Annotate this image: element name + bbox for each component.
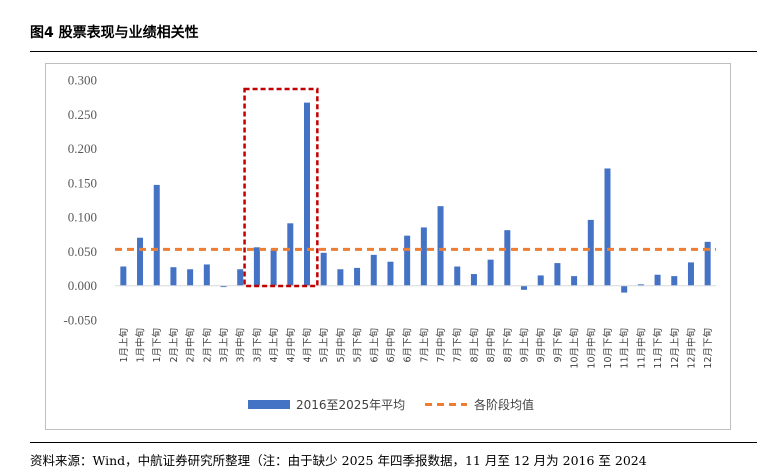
y-tick-label: 0.150 bbox=[68, 175, 97, 190]
x-tick-label: 3月下旬 bbox=[251, 328, 263, 363]
bar bbox=[270, 249, 277, 286]
x-tick-label: 4月下旬 bbox=[301, 328, 313, 363]
x-tick-label: 2月上旬 bbox=[168, 328, 180, 363]
x-tick-label: 6月中旬 bbox=[385, 328, 397, 363]
x-tick-label: 1月上旬 bbox=[118, 328, 130, 363]
x-tick-label: 7月上旬 bbox=[418, 328, 430, 363]
x-tick-label: 7月下旬 bbox=[452, 328, 464, 363]
bar bbox=[120, 266, 127, 286]
bar bbox=[303, 102, 310, 286]
x-axis-labels: 1月上旬 1月中旬 1月下旬 2月上旬 2月中旬 2月下旬 3月上旬 3月中旬 3月下旬 4月上旬… bbox=[118, 328, 714, 369]
x-tick-label: 4月中旬 bbox=[285, 328, 297, 363]
bar bbox=[287, 223, 294, 286]
x-tick-label: 12月下旬 bbox=[702, 328, 714, 369]
bar bbox=[404, 235, 411, 286]
x-tick-label: 10月下旬 bbox=[602, 328, 614, 369]
legend: 2016至2025年平均 各阶段均值 bbox=[248, 397, 534, 412]
bar bbox=[504, 230, 511, 286]
x-tick-label: 8月上旬 bbox=[468, 328, 480, 363]
bar bbox=[637, 284, 644, 286]
highlight-box bbox=[243, 87, 319, 288]
bar bbox=[671, 276, 678, 286]
y-tick-label: 0.200 bbox=[68, 141, 97, 156]
y-tick-label: 0.250 bbox=[68, 107, 97, 122]
x-tick-label: 8月下旬 bbox=[502, 328, 514, 363]
bar bbox=[187, 269, 194, 286]
bar bbox=[454, 266, 461, 286]
y-tick-label: 0.100 bbox=[68, 210, 97, 225]
bar bbox=[320, 252, 327, 286]
footer-rule bbox=[30, 442, 757, 443]
chart-frame bbox=[45, 63, 731, 430]
x-tick-label: 3月中旬 bbox=[235, 328, 247, 363]
y-tick-label: -0.050 bbox=[63, 313, 97, 328]
x-tick-label: 2月下旬 bbox=[201, 328, 213, 363]
bar-series bbox=[120, 102, 711, 293]
x-tick-label: 9月中旬 bbox=[535, 328, 547, 363]
y-axis-labels: 0.300 0.250 0.200 0.150 0.100 0.050 0.000 -0.05… bbox=[63, 73, 97, 328]
bar bbox=[170, 267, 177, 286]
legend-bar-label: 2016至2025年平均 bbox=[296, 398, 405, 412]
legend-bar-swatch bbox=[248, 400, 290, 409]
bar bbox=[203, 264, 210, 286]
x-tick-label: 12月上旬 bbox=[669, 328, 681, 369]
x-tick-label: 11月中旬 bbox=[635, 328, 647, 369]
bar bbox=[604, 168, 611, 286]
bar bbox=[654, 274, 661, 286]
x-tick-label: 5月中旬 bbox=[335, 328, 347, 363]
x-tick-label: 10月中旬 bbox=[585, 328, 597, 369]
bar bbox=[537, 275, 544, 286]
bar bbox=[521, 285, 528, 290]
x-tick-label: 11月下旬 bbox=[652, 328, 664, 369]
bar bbox=[387, 261, 394, 286]
bar bbox=[587, 219, 594, 286]
x-tick-label: 11月上旬 bbox=[619, 328, 631, 369]
x-tick-label: 12月中旬 bbox=[685, 328, 697, 369]
bar bbox=[470, 274, 477, 286]
x-tick-label: 5月下旬 bbox=[352, 328, 364, 363]
x-tick-label: 6月下旬 bbox=[402, 328, 414, 363]
source-note: 资料来源：Wind，中航证券研究所整理（注：由于缺少 2025 年四季报数据，1… bbox=[30, 453, 647, 468]
x-tick-label: 5月上旬 bbox=[318, 328, 330, 363]
x-tick-label: 2月中旬 bbox=[185, 328, 197, 363]
y-tick-label: 0.050 bbox=[68, 244, 97, 259]
x-tick-label: 7月中旬 bbox=[435, 328, 447, 363]
bar bbox=[554, 263, 561, 286]
x-tick-label: 9月下旬 bbox=[552, 328, 564, 363]
bar bbox=[220, 285, 227, 288]
bar bbox=[571, 276, 578, 286]
bar bbox=[420, 227, 427, 286]
bar bbox=[253, 247, 260, 286]
bar bbox=[487, 259, 494, 286]
bar bbox=[354, 267, 361, 286]
title-rule bbox=[30, 51, 757, 52]
bar bbox=[237, 269, 244, 286]
y-tick-label: 0.000 bbox=[68, 278, 97, 293]
x-tick-label: 1月中旬 bbox=[135, 328, 147, 363]
y-tick-label: 0.300 bbox=[68, 73, 97, 88]
bar bbox=[337, 269, 344, 286]
x-tick-label: 4月上旬 bbox=[268, 328, 280, 363]
x-tick-label: 9月上旬 bbox=[519, 328, 531, 363]
x-tick-label: 10月上旬 bbox=[569, 328, 581, 369]
bar-chart: 0.300 0.250 0.200 0.150 0.100 0.050 0.000 -0.05… bbox=[63, 73, 716, 412]
bar bbox=[370, 254, 377, 286]
bar bbox=[704, 241, 711, 286]
x-tick-label: 3月上旬 bbox=[218, 328, 230, 363]
bar bbox=[137, 237, 144, 286]
bar bbox=[153, 184, 160, 286]
x-tick-label: 8月中旬 bbox=[485, 328, 497, 363]
figure-title: 图4 股票表现与业绩相关性 bbox=[30, 25, 199, 41]
x-tick-label: 1月下旬 bbox=[151, 328, 163, 363]
legend-line-label: 各阶段均值 bbox=[474, 397, 534, 412]
x-tick-label: 6月上旬 bbox=[368, 328, 380, 363]
bar bbox=[621, 285, 628, 293]
bar bbox=[687, 262, 694, 286]
bar bbox=[437, 206, 444, 286]
